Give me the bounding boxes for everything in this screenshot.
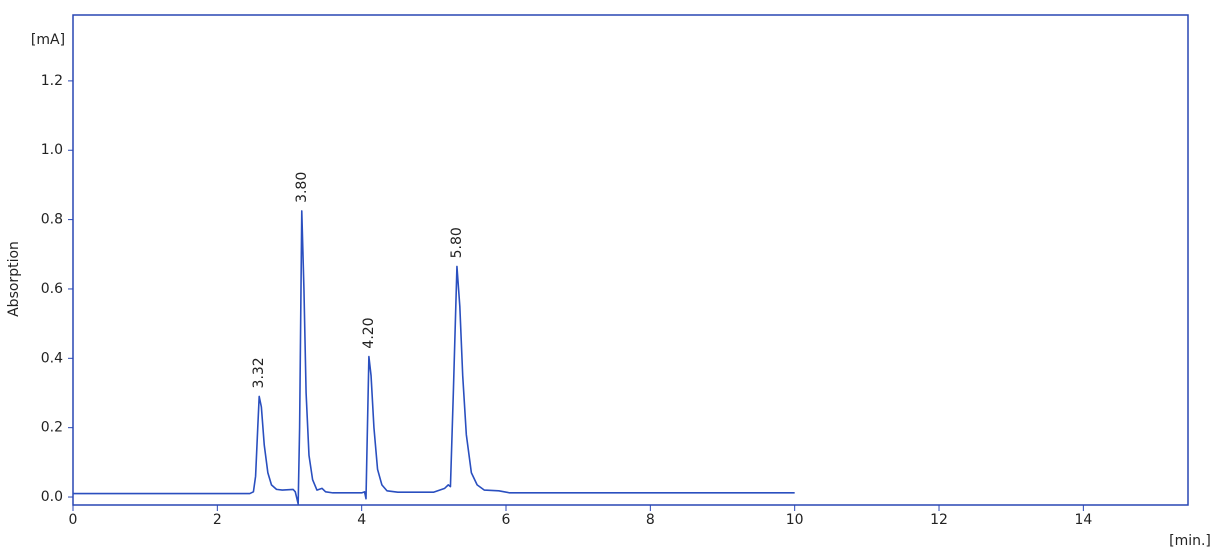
y-tick-label: 0.2 bbox=[41, 420, 63, 436]
x-tick-label: 12 bbox=[930, 512, 948, 528]
y-tick-label: 1.0 bbox=[41, 142, 63, 158]
x-tick-label: 10 bbox=[786, 512, 804, 528]
y-tick-label: 0.4 bbox=[41, 350, 63, 366]
x-axis-label: [min.] bbox=[1169, 533, 1211, 549]
x-tick-label: 0 bbox=[69, 512, 78, 528]
y-tick-label: 1.2 bbox=[41, 73, 63, 89]
x-tick-label: 8 bbox=[646, 512, 655, 528]
plot-frame bbox=[72, 14, 1189, 506]
y-tick-label: 0.8 bbox=[41, 212, 63, 228]
peak-label: 4.20 bbox=[361, 317, 377, 348]
data-line bbox=[73, 210, 795, 505]
x-tick-label: 4 bbox=[357, 512, 366, 528]
peak-label: 5.80 bbox=[449, 227, 465, 258]
peak-label: 3.80 bbox=[294, 172, 310, 203]
x-tick-label: 6 bbox=[502, 512, 511, 528]
x-tick-label: 2 bbox=[213, 512, 222, 528]
peak-label: 3.32 bbox=[251, 357, 267, 388]
y-tick-label: 0.0 bbox=[41, 489, 63, 505]
y-axis-label: Absorption bbox=[6, 241, 22, 317]
y-tick-label: 0.6 bbox=[41, 281, 63, 297]
x-tick-label: 14 bbox=[1074, 512, 1092, 528]
y-unit: [mA] bbox=[31, 32, 65, 48]
